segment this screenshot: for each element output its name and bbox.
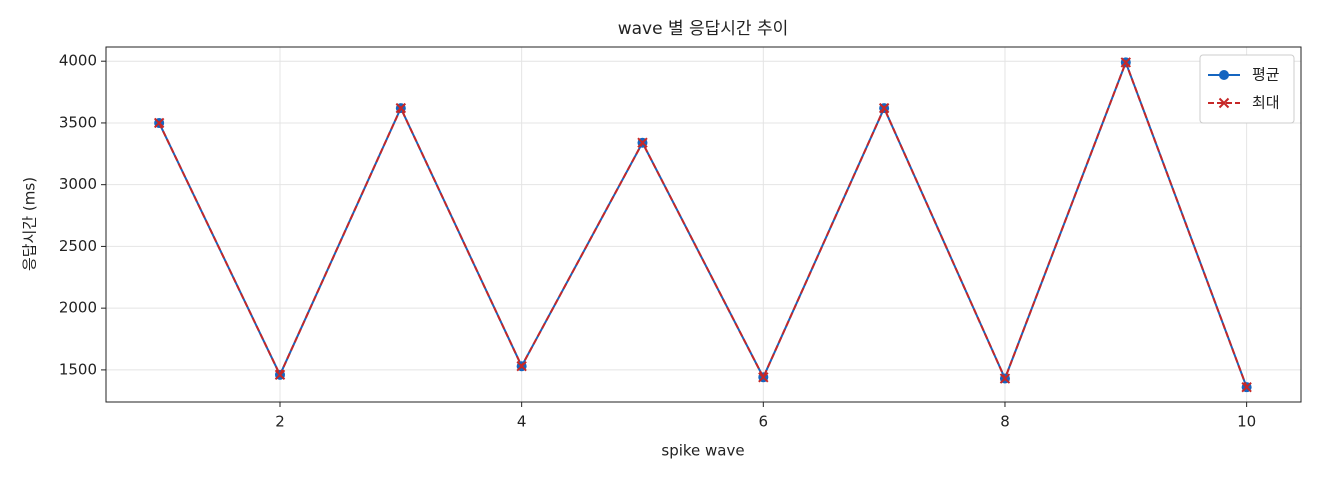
plot-frame [105, 46, 1302, 403]
x-tick-label: 6 [759, 413, 769, 431]
legend-marker [1219, 70, 1229, 80]
marker [758, 372, 769, 383]
marker [878, 102, 890, 114]
series-line [158, 59, 1248, 388]
chart-title: wave 별 응답시간 추이 [618, 19, 789, 39]
marker [395, 102, 407, 114]
y-tick-label: 1500 [59, 360, 97, 378]
marker [1120, 57, 1132, 68]
y-tick-label: 2500 [59, 237, 97, 255]
y-axis-label: 응답시간 (ms) [21, 177, 39, 271]
x-tick-label: 2 [275, 413, 285, 431]
y-tick-label: 3000 [59, 175, 97, 193]
plot-area: 1500 2000 2500 3000 3500 4000 2 4 6 8 10 [59, 47, 1301, 431]
x-tick-label: 8 [1000, 413, 1010, 431]
marker [999, 373, 1011, 384]
legend-marker [1218, 97, 1230, 109]
marker [274, 369, 286, 381]
marker [1241, 381, 1252, 393]
x-axis-label: spike wave [661, 442, 744, 460]
marker [637, 137, 648, 148]
y-tick-label: 2000 [59, 299, 97, 317]
y-tick-label: 4000 [59, 52, 97, 70]
legend-box [1199, 54, 1295, 124]
marker [153, 117, 165, 129]
marker [516, 360, 527, 372]
legend-label: 최대 [1252, 94, 1280, 112]
x-tick-label: 10 [1237, 413, 1256, 431]
y-tick-label: 3500 [59, 113, 97, 131]
legend-label: 평균 [1252, 66, 1280, 84]
x-tick-label: 4 [517, 413, 527, 431]
